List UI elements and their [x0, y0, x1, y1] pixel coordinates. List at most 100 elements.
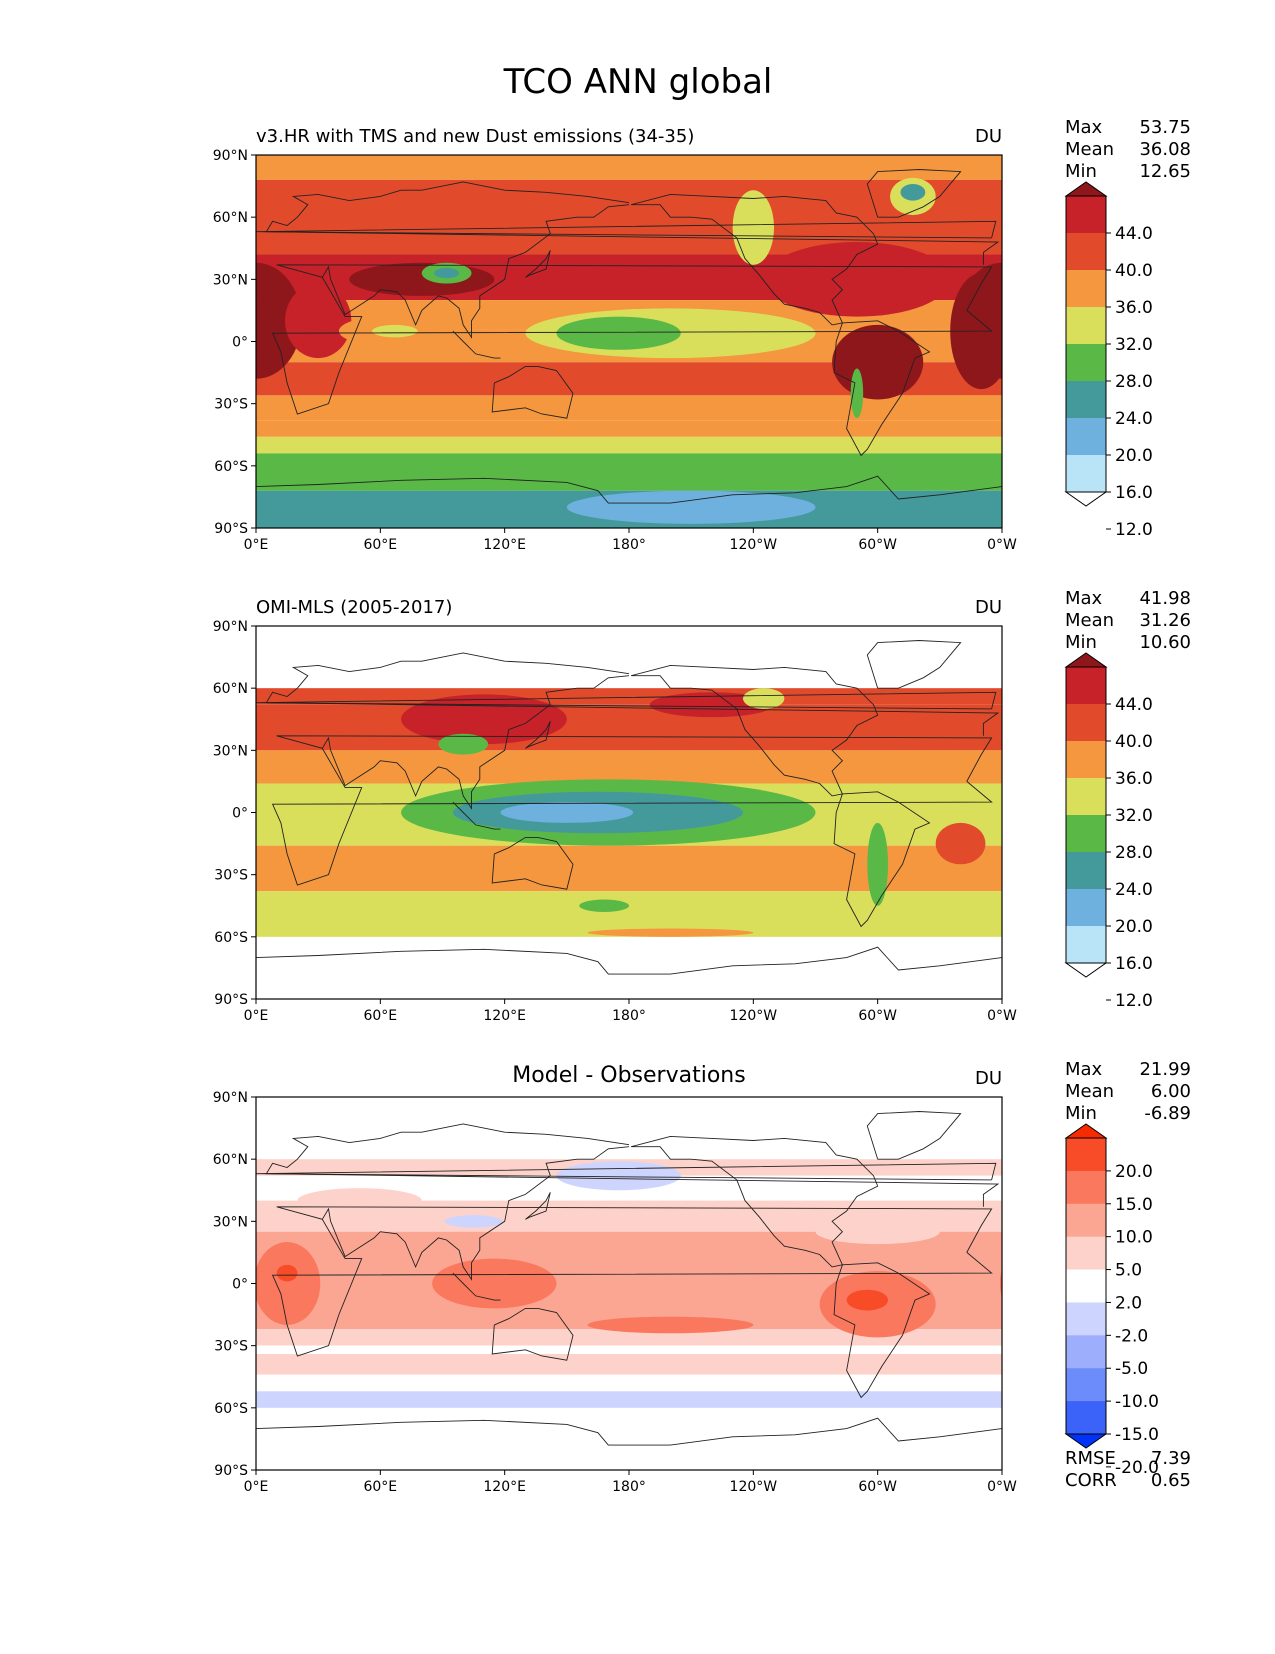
field-region [556, 316, 681, 350]
field-band [256, 1345, 1002, 1354]
field-region [867, 822, 889, 906]
coastline [321, 675, 630, 810]
stats-block: Max 41.98 Mean 31.26 Min 10.60 [1065, 588, 1191, 653]
coastline [833, 791, 931, 928]
field-band [256, 688, 1002, 705]
page-title: TCO ANN global [503, 62, 773, 102]
field-region [432, 1258, 557, 1309]
y-tick-label: 30°S [214, 397, 248, 413]
colorbar-segment [1066, 418, 1106, 456]
x-tick-label: 60°W [858, 1479, 897, 1495]
field-band [256, 845, 1002, 892]
coastline [630, 193, 879, 326]
y-tick-label: 30°N [213, 1214, 248, 1230]
field-region [935, 822, 986, 865]
coastline [452, 801, 501, 830]
colorbar-segment [1066, 778, 1106, 816]
colorbar-level-label: 44.0 [1115, 224, 1153, 244]
field-region [587, 928, 754, 937]
y-tick-label: 60°S [214, 1401, 248, 1417]
colorbar-level-label: 32.0 [1115, 335, 1153, 355]
coastline [452, 330, 501, 359]
coastline [271, 735, 993, 886]
x-tick-label: 60°W [858, 537, 897, 553]
coastline [321, 204, 630, 339]
colorbar-level-label: 44.0 [1115, 695, 1153, 715]
y-tick-label: 60°N [213, 1152, 248, 1168]
field-region [732, 190, 775, 265]
panel-model: v3.HR with TMS and new Dust emissions (3… [213, 117, 1191, 553]
field-region [297, 1188, 422, 1214]
x-tick-label: 0°E [244, 537, 269, 553]
colorbar-top-extend [1064, 652, 1108, 668]
colorbar-segment [1066, 852, 1106, 890]
stat-label: Mean [1065, 1081, 1114, 1102]
coastline [256, 691, 997, 710]
coastline [452, 1272, 501, 1301]
map-plot [256, 626, 1002, 999]
colorbar-frame [1065, 1137, 1107, 1435]
colorbar-segment [1066, 1138, 1106, 1172]
colorbar-segment [1066, 307, 1106, 345]
coastline [525, 1192, 551, 1220]
colorbar-level-label: -15.0 [1115, 1425, 1159, 1445]
stat-label: Min [1065, 1103, 1097, 1124]
coastline [630, 664, 879, 797]
coastline [491, 836, 574, 890]
colorbar-level-label: 16.0 [1115, 483, 1153, 503]
y-tick-label: 60°S [214, 930, 248, 946]
x-tick-label: 60°E [363, 537, 397, 553]
coastline [630, 1135, 879, 1268]
stat-value: 53.75 [1139, 117, 1191, 138]
stat-value: 10.60 [1139, 632, 1191, 653]
colorbar-level-label: -2.0 [1115, 1326, 1148, 1346]
map-plot [256, 1097, 1002, 1470]
field-region [763, 242, 951, 317]
map-plot [256, 155, 1002, 528]
coastline [833, 320, 931, 457]
coastline [271, 1206, 993, 1357]
coastline [256, 475, 1002, 504]
field-region [742, 688, 785, 709]
x-tick-label: 120°W [730, 1008, 778, 1024]
field-region [649, 692, 775, 718]
coastline [256, 1417, 1002, 1446]
colorbar-segment [1066, 233, 1106, 271]
colorbar-level-label: 20.0 [1115, 446, 1153, 466]
colorbar-segment [1066, 1203, 1106, 1238]
y-tick-label: 0° [232, 335, 248, 351]
coastline [321, 1146, 630, 1281]
colorbar-level-label: 40.0 [1115, 732, 1153, 752]
field-region [566, 490, 816, 524]
x-tick-label: 120°W [730, 537, 778, 553]
colorbar-segment [1066, 1368, 1106, 1402]
colorbar-level-label: 32.0 [1115, 806, 1153, 826]
field-band [256, 750, 1002, 784]
stat-value: -6.89 [1144, 1103, 1191, 1124]
colorbar-level-label: 28.0 [1115, 372, 1153, 392]
colorbar-level-label: 15.0 [1115, 1195, 1153, 1215]
coastline [866, 1111, 962, 1160]
colorbar-segment [1066, 889, 1106, 927]
x-tick-label: 120°E [483, 1479, 526, 1495]
field-region [401, 694, 567, 745]
x-tick-label: 0°W [987, 537, 1017, 553]
field-region [579, 899, 630, 912]
colorbar-level-label: 16.0 [1115, 954, 1153, 974]
field-region [846, 1289, 889, 1311]
colorbar-segment [1066, 455, 1106, 493]
field-region [832, 324, 924, 400]
colorbar-level-label: 20.0 [1115, 917, 1153, 937]
colorbar-bottom-extend [1064, 491, 1108, 507]
coastline [256, 220, 997, 239]
field-region [434, 267, 460, 279]
colorbar-level-label: 10.0 [1115, 1228, 1153, 1248]
colorbar: 44.0 40.0 36.0 32.0 28.0 24.0 20.0 16.0 12.0 [1064, 181, 1153, 540]
y-tick-label: 90°S [214, 1463, 248, 1479]
stat-value: 7.39 [1151, 1448, 1191, 1469]
map-axes: 90°N 60°N 30°N 0° 30°S 60°S 90°S0°E 60°E 120°E 18… [213, 148, 1017, 553]
field-region [444, 1215, 503, 1228]
colorbar-level-label: 24.0 [1115, 880, 1153, 900]
coastline [256, 1162, 997, 1181]
field-band [256, 1329, 1002, 1346]
